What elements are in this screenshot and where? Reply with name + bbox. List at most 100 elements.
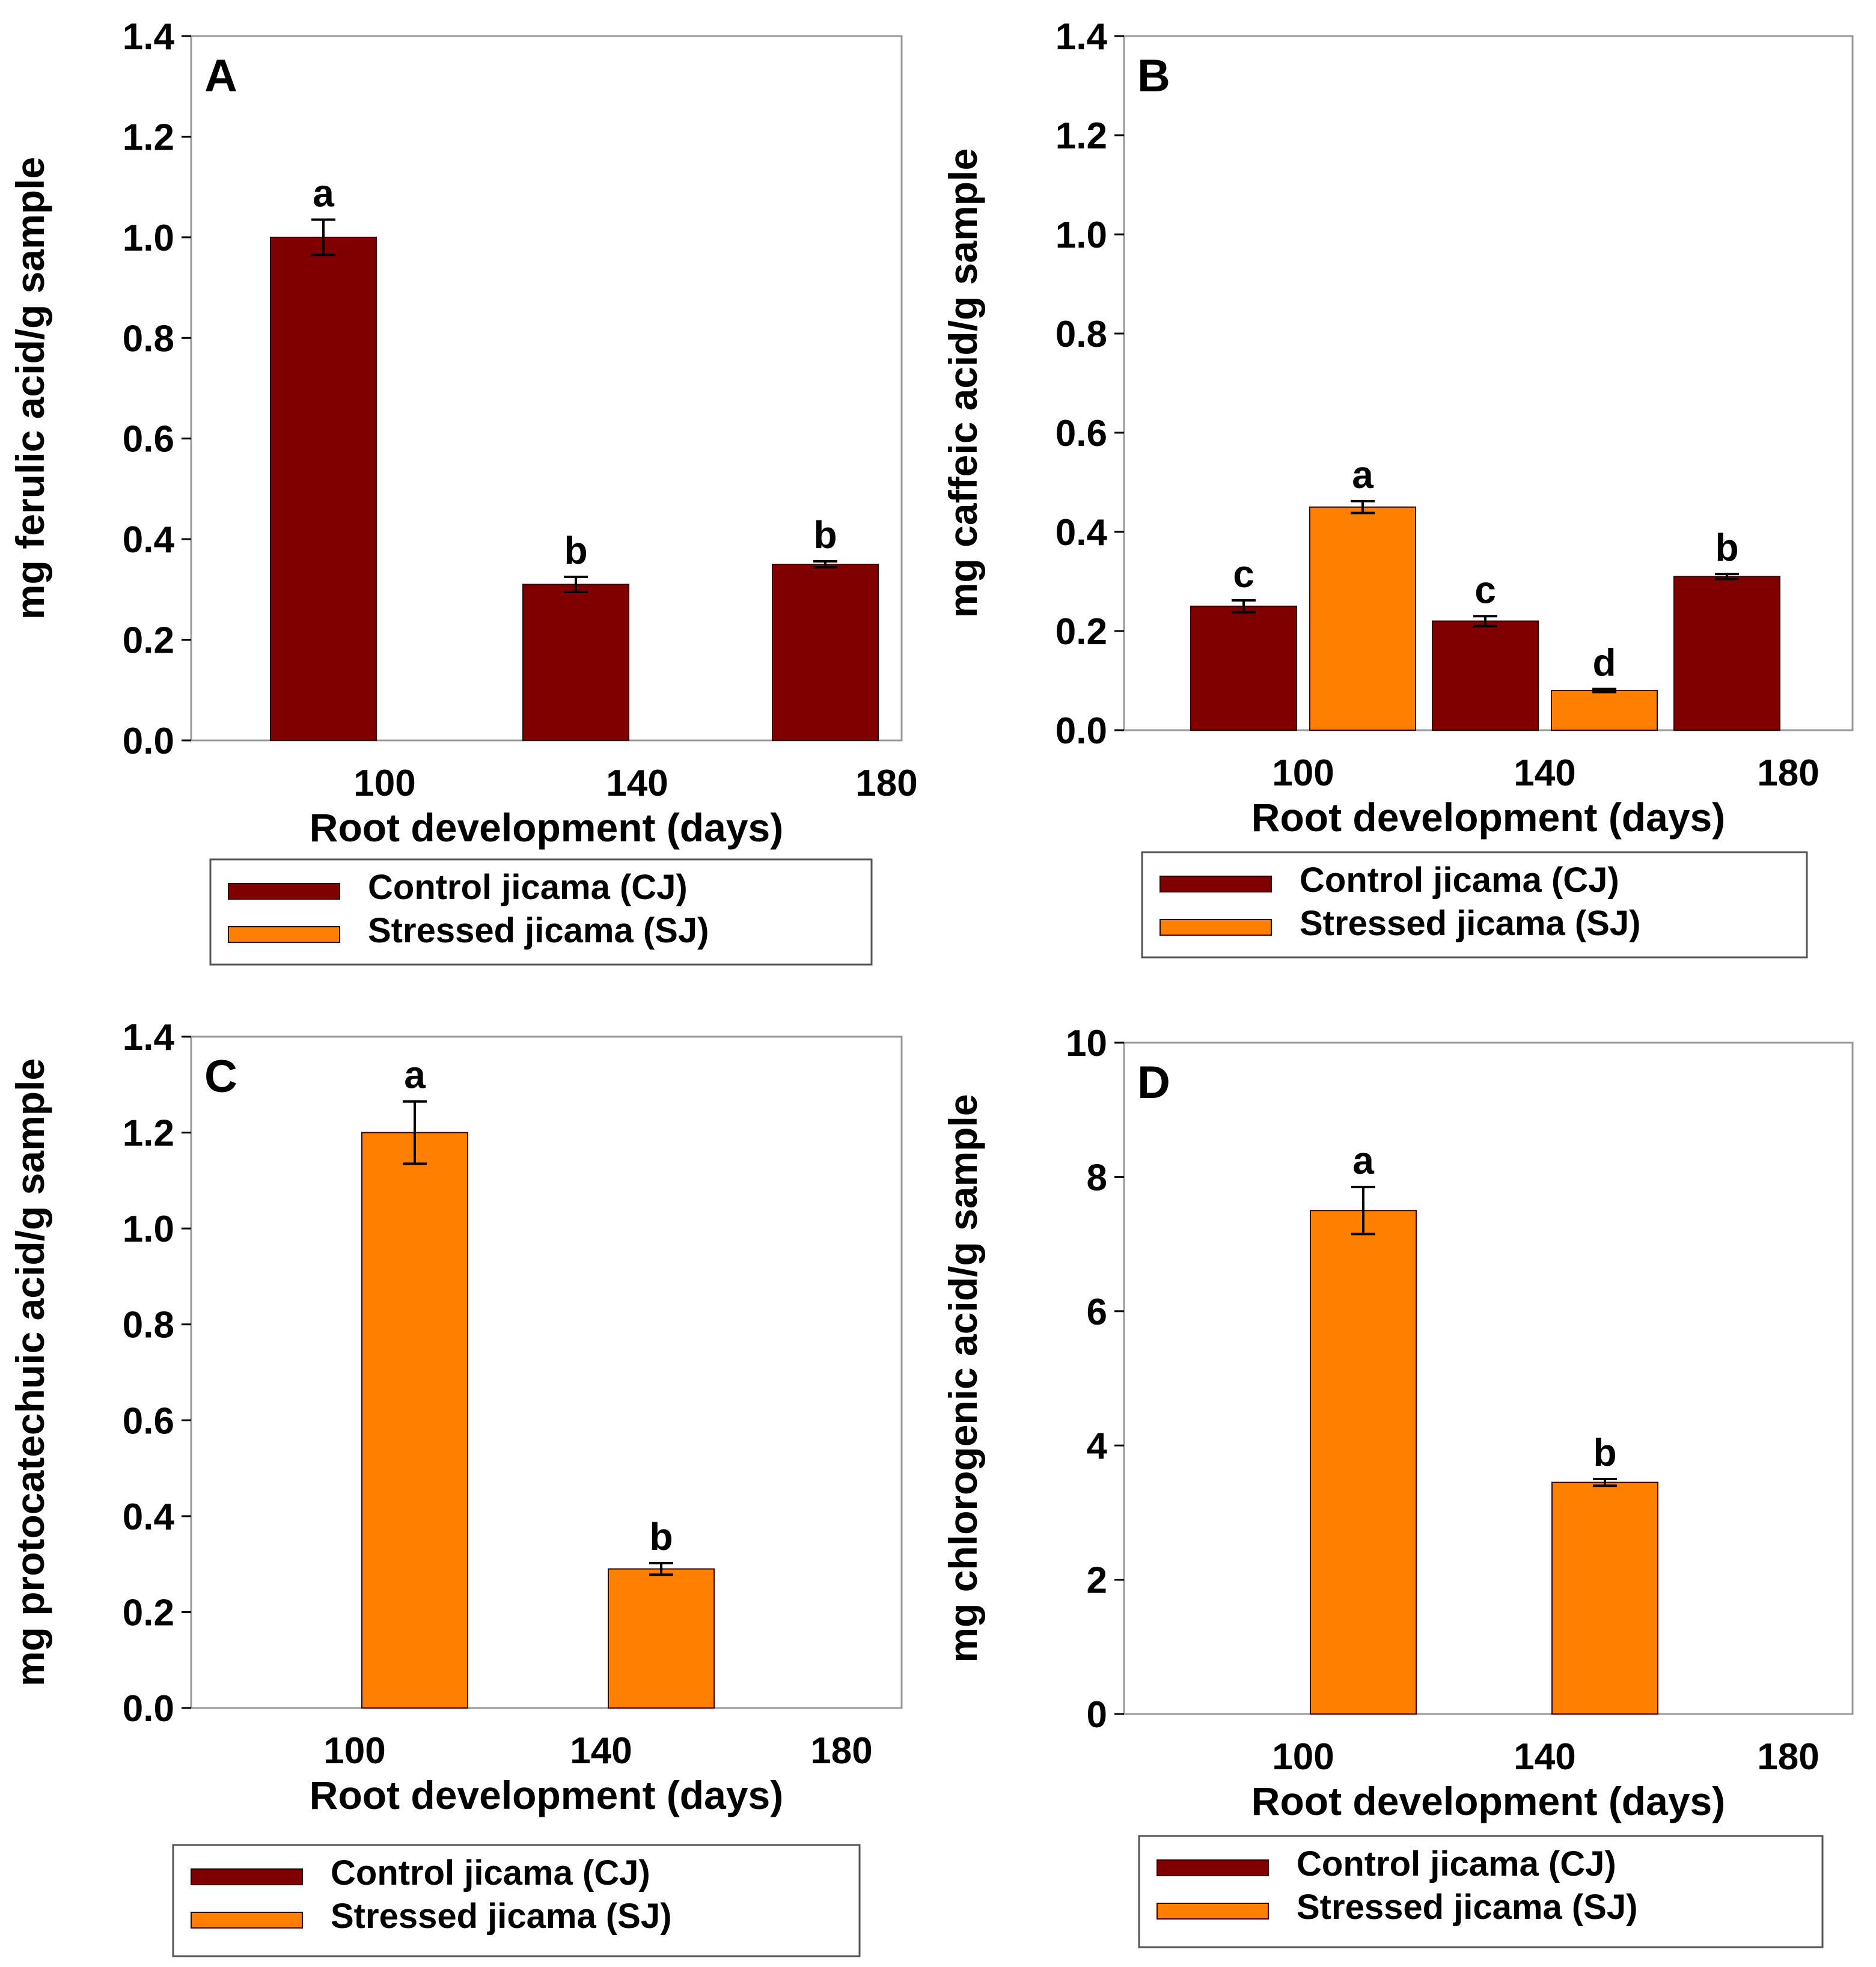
bar-cj-140 xyxy=(522,584,629,741)
x-axis-title: Root development (days) xyxy=(310,1773,783,1817)
y-tick-label: 6 xyxy=(1087,1292,1107,1333)
bar-sj-140 xyxy=(608,1568,715,1709)
bar-sj-100 xyxy=(1309,506,1416,731)
y-tick-label: 0.2 xyxy=(123,1592,174,1633)
significance-letter: b xyxy=(564,529,587,572)
legend-box xyxy=(1141,851,1808,959)
bar-sj-100 xyxy=(1310,1210,1417,1715)
x-axis-title: Root development (days) xyxy=(310,805,783,850)
bar-sj-100 xyxy=(361,1132,468,1709)
y-tick-label: 0.8 xyxy=(1056,314,1107,355)
y-tick-label: 0.8 xyxy=(123,318,174,359)
x-tick-label: 100 xyxy=(1272,752,1334,794)
y-tick-label: 1.0 xyxy=(1056,215,1107,256)
y-tick-label: 0.4 xyxy=(123,519,175,561)
significance-letter: a xyxy=(1352,453,1373,496)
y-tick-label: 0.6 xyxy=(123,419,174,460)
legend-swatch-sj xyxy=(191,1912,303,1929)
panel-letter: B xyxy=(1137,50,1170,102)
y-tick-label: 1.2 xyxy=(123,1113,174,1154)
x-tick-label: 180 xyxy=(1757,752,1819,794)
y-axis-title: mg chlorogenic acid/g sample xyxy=(941,1094,985,1662)
y-tick-label: 1.2 xyxy=(1056,115,1107,157)
x-tick-label: 100 xyxy=(323,1730,385,1772)
y-tick-label: 1.0 xyxy=(123,1209,174,1250)
x-tick-label: 180 xyxy=(1757,1736,1819,1778)
panel-letter: C xyxy=(204,1051,237,1102)
significance-letter: b xyxy=(813,513,837,557)
y-tick-label: 0.0 xyxy=(1056,710,1107,752)
y-tick-label: 0.6 xyxy=(1056,413,1107,454)
plot-frame xyxy=(1123,1041,1854,1715)
y-tick-label: 4 xyxy=(1087,1426,1108,1467)
significance-letter: a xyxy=(1352,1139,1374,1182)
y-tick-label: 0.2 xyxy=(123,620,174,662)
legend-box xyxy=(1138,1835,1824,1948)
bar-cj-100 xyxy=(1190,605,1297,731)
y-tick-label: 0.0 xyxy=(123,1688,174,1730)
x-axis-title: Root development (days) xyxy=(1251,1779,1725,1823)
y-tick-label: 0.2 xyxy=(1056,611,1107,653)
x-tick-label: 180 xyxy=(810,1730,872,1772)
legend: Control jicama (CJ) Stressed jicama (SJ) xyxy=(209,858,873,966)
legend-swatch-cj xyxy=(191,1868,303,1885)
legend: Control jicama (CJ) Stressed jicama (SJ) xyxy=(1141,851,1808,959)
significance-letter: c xyxy=(1474,568,1496,611)
x-tick-label: 100 xyxy=(353,763,415,804)
x-tick-label: 100 xyxy=(1272,1736,1334,1778)
legend-label-sj: Stressed jicama (SJ) xyxy=(1297,1888,1637,1927)
legend-box xyxy=(172,1844,861,1957)
y-tick-label: 10 xyxy=(1066,1023,1107,1064)
chart-panel-d: 0 2 4 6 8 10 100 140 180 Root development (days) m… xyxy=(941,1023,1854,1948)
legend-label-cj: Control jicama (CJ) xyxy=(368,868,688,907)
y-tick-label: 1.0 xyxy=(123,218,174,259)
y-tick-label: 0.4 xyxy=(1056,512,1108,554)
y-tick-label: 0.4 xyxy=(123,1496,175,1538)
x-tick-label: 180 xyxy=(855,763,917,804)
chart-panel-b: 0.0 0.2 0.4 0.6 0.8 1.0 1.2 1.4 100 140 180 Root de… xyxy=(941,16,1854,959)
legend-swatch-cj xyxy=(228,883,340,900)
x-tick-label: 140 xyxy=(1514,1736,1575,1778)
plot-frame xyxy=(190,1035,903,1709)
y-tick-label: 1.4 xyxy=(123,1017,175,1058)
x-tick-label: 140 xyxy=(570,1730,632,1772)
y-tick-label: 0 xyxy=(1087,1694,1107,1736)
bar-cj-180 xyxy=(1673,576,1780,731)
panel-letter: D xyxy=(1137,1057,1170,1108)
bar-cj-100 xyxy=(270,236,377,742)
y-tick-label: 0.0 xyxy=(123,721,174,762)
legend-swatch-sj xyxy=(228,926,340,943)
significance-letter: a xyxy=(313,172,334,215)
significance-letter: b xyxy=(1593,1431,1616,1474)
y-axis-title: mg ferulic acid/g sample xyxy=(8,157,52,620)
bar-cj-180 xyxy=(772,564,879,741)
significance-letter: d xyxy=(1592,641,1616,685)
y-axis-title: mg caffeic acid/g sample xyxy=(941,148,985,618)
significance-letter: a xyxy=(404,1054,426,1097)
legend: Control jicama (CJ) Stressed jicama (SJ) xyxy=(1138,1835,1824,1948)
legend-label-cj: Control jicama (CJ) xyxy=(1297,1844,1616,1883)
chart-panel-a: 0.0 0.2 0.4 0.6 0.8 1.0 1.2 1.4 100 140 180 Root de… xyxy=(8,16,918,966)
y-tick-label: 0.8 xyxy=(123,1305,174,1346)
legend-swatch-sj xyxy=(1160,919,1272,936)
y-tick-label: 2 xyxy=(1087,1560,1107,1602)
legend: Control jicama (CJ) Stressed jicama (SJ) xyxy=(172,1844,861,1957)
y-axis-title: mg protocatechuic acid/g sample xyxy=(8,1058,52,1686)
legend-label-cj: Control jicama (CJ) xyxy=(1300,861,1619,900)
x-axis-title: Root development (days) xyxy=(1251,795,1725,840)
x-tick-label: 140 xyxy=(606,763,668,804)
legend-label-sj: Stressed jicama (SJ) xyxy=(331,1897,671,1936)
bar-sj-140 xyxy=(1551,1481,1658,1715)
y-tick-label: 8 xyxy=(1087,1157,1107,1198)
y-tick-label: 1.4 xyxy=(1056,16,1108,58)
y-tick-label: 0.6 xyxy=(123,1400,174,1442)
y-tick-label: 1.2 xyxy=(123,117,174,158)
y-tick-label: 1.4 xyxy=(123,16,175,58)
chart-panel-c: 0.0 0.2 0.4 0.6 0.8 1.0 1.2 1.4 100 140 180 Root de… xyxy=(8,1017,903,1957)
legend-box xyxy=(209,858,873,966)
significance-letter: c xyxy=(1233,552,1254,596)
significance-letter: b xyxy=(649,1515,673,1558)
legend-label-sj: Stressed jicama (SJ) xyxy=(1300,904,1640,943)
bar-sj-140 xyxy=(1551,690,1658,731)
legend-swatch-cj xyxy=(1160,876,1272,892)
